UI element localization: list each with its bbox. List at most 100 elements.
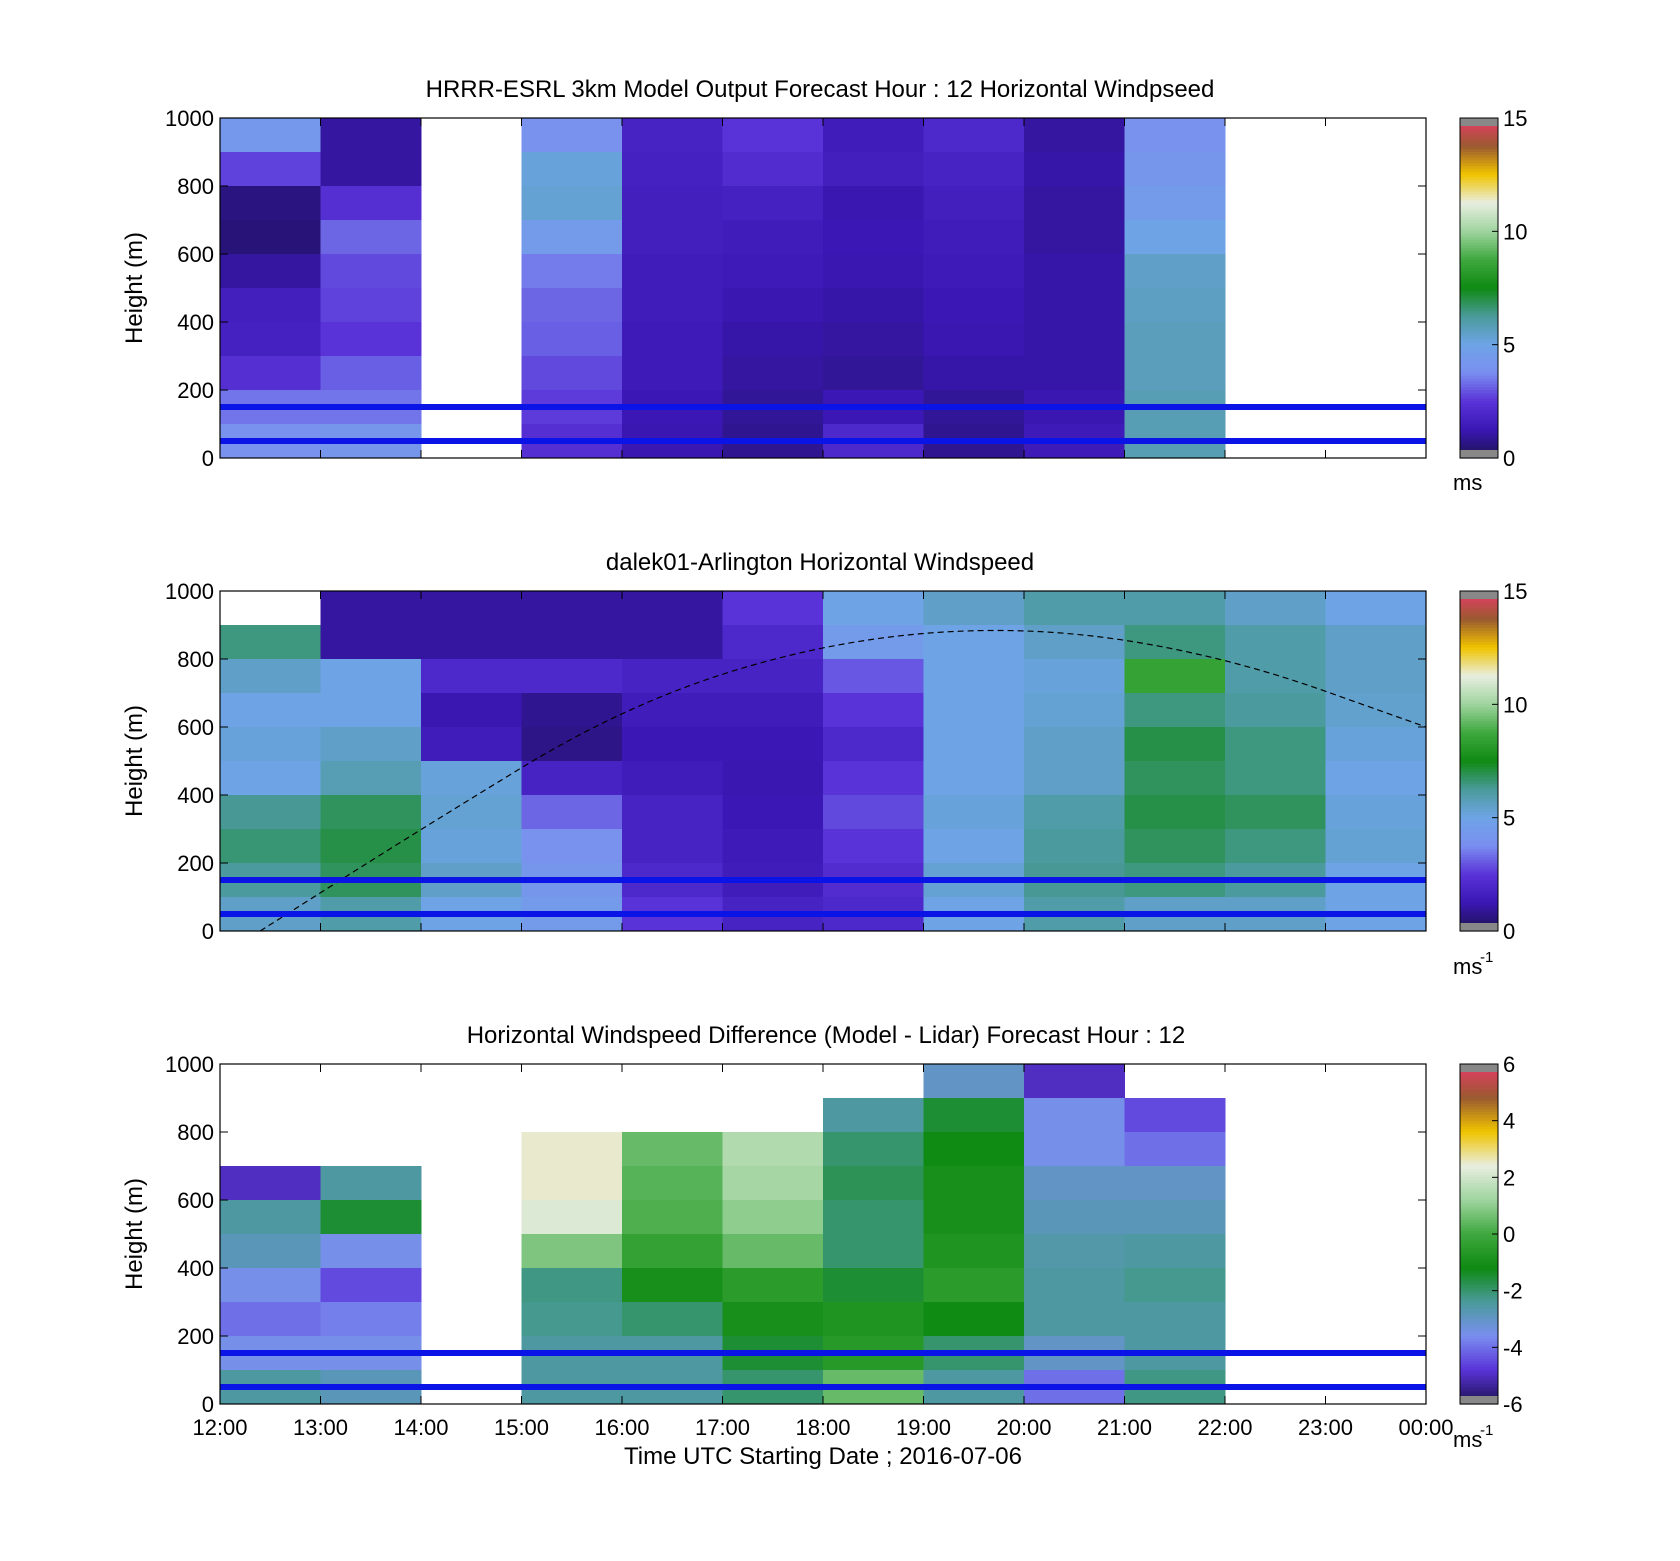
y-tick-label: 800 — [177, 174, 214, 199]
colorbar-segment — [1460, 256, 1498, 261]
colorbar-segment — [1460, 1120, 1498, 1125]
model-overlay — [220, 404, 1426, 444]
heatmap-cell — [521, 1234, 623, 1269]
colorbar-segment — [1460, 1160, 1498, 1164]
colorbar-segment — [1460, 1279, 1498, 1283]
colorbar-segment — [1460, 375, 1498, 380]
colorbar-segment — [1460, 857, 1498, 861]
heatmap-cell — [823, 761, 924, 796]
colorbar-segment — [1460, 880, 1498, 884]
heatmap-cell — [1024, 761, 1125, 796]
colorbar-segment — [1460, 302, 1498, 306]
colorbar-over-cap — [1460, 118, 1498, 126]
heatmap-cell — [421, 693, 522, 728]
colorbar-segment — [1460, 653, 1498, 657]
heatmap-cell — [521, 356, 623, 391]
heatmap-cell — [1124, 288, 1226, 323]
colorbar-segment — [1460, 316, 1498, 320]
colorbar-segment — [1460, 174, 1498, 179]
heatmap-cell — [320, 761, 422, 796]
colorbar-segment — [1460, 1143, 1498, 1147]
heatmap-cell — [823, 152, 924, 187]
heatmap-cell — [1325, 659, 1427, 694]
heatmap-cell — [823, 1234, 924, 1269]
colorbar-segment — [1460, 160, 1498, 164]
colorbar-segment — [1460, 1324, 1498, 1329]
colorbar-tick-label: 15 — [1503, 106, 1527, 131]
heatmap-cell — [320, 220, 422, 255]
heatmap-cell — [1124, 152, 1226, 187]
heatmap-cell — [923, 1200, 1025, 1235]
heatmap-cell — [1024, 220, 1125, 255]
heatmap-cell — [622, 659, 723, 694]
heatmap-cell — [421, 625, 522, 660]
colorbar-segment — [1460, 424, 1498, 428]
heatmap-cell — [823, 288, 924, 323]
colorbar-segment — [1460, 1293, 1498, 1297]
colorbar-segment — [1460, 1137, 1498, 1142]
heatmap-cell — [722, 356, 824, 391]
colorbar-segment — [1460, 205, 1498, 210]
heatmap-cell — [722, 288, 824, 323]
heatmap-cell — [923, 591, 1025, 626]
colorbar-segment — [1460, 1265, 1498, 1269]
colorbar-segment — [1460, 610, 1498, 615]
heatmap-cell — [622, 591, 723, 626]
heatmap-cell — [1024, 254, 1125, 289]
colorbar-segment — [1460, 1129, 1498, 1133]
colorbar-segment — [1460, 914, 1498, 918]
heatmap-cell — [923, 186, 1025, 221]
heatmap-cell — [1024, 693, 1125, 728]
colorbar-segment — [1460, 254, 1498, 258]
colorbar-segment — [1460, 1302, 1498, 1306]
heatmap-cell — [220, 118, 321, 153]
colorbar-segment — [1460, 364, 1498, 368]
heatmap-cell — [722, 254, 824, 289]
heatmap-cell — [722, 625, 824, 660]
colorbar-segment — [1460, 693, 1498, 697]
colorbar-segment — [1460, 891, 1498, 895]
heatmap-cell — [1325, 693, 1427, 728]
heatmap-cell — [1325, 727, 1427, 762]
x-tick-label: 12:00 — [192, 1415, 247, 1440]
heatmap-cell — [320, 1234, 422, 1269]
colorbar-segment — [1460, 401, 1498, 405]
colorbar-segment — [1460, 812, 1498, 816]
difference-colorbar-unit-exponent: -1 — [1480, 1422, 1493, 1439]
model-y-axis-label: Height (m) — [121, 232, 148, 344]
y-tick-label: 200 — [177, 851, 214, 876]
colorbar-segment — [1460, 846, 1498, 850]
colorbar-segment — [1460, 843, 1498, 847]
colorbar-segment — [1460, 860, 1498, 864]
colorbar-segment — [1460, 273, 1498, 278]
colorbar-segment — [1460, 865, 1498, 870]
lidar-ticks: 0 200 400 600 800 1000 — [165, 579, 1427, 944]
colorbar-segment — [1460, 225, 1498, 230]
colorbar-segment — [1460, 169, 1498, 173]
colorbar-segment — [1460, 647, 1498, 652]
x-axis-label: Time UTC Starting Date ; 2016-07-06 — [624, 1443, 1022, 1470]
colorbar-segment — [1460, 854, 1498, 858]
difference-title: Horizontal Windspeed Difference (Model -… — [467, 1022, 1186, 1049]
heatmap-cell — [622, 625, 723, 660]
heatmap-cell — [622, 322, 723, 357]
colorbar-segment — [1460, 438, 1498, 442]
heatmap-cell — [1225, 829, 1326, 864]
heatmap-cell — [1124, 659, 1226, 694]
y-tick-label: 200 — [177, 378, 214, 403]
heatmap-cell — [220, 659, 321, 694]
colorbar-segment — [1460, 296, 1498, 300]
colorbar-segment — [1460, 786, 1498, 790]
heatmap-cell — [521, 118, 623, 153]
heatmap-cell — [622, 1268, 723, 1303]
colorbar-under-cap — [1460, 450, 1498, 458]
colorbar-segment — [1460, 1132, 1498, 1136]
colorbar-segment — [1460, 809, 1498, 813]
colorbar-segment — [1460, 868, 1498, 873]
heatmap-cell — [622, 795, 723, 830]
x-tick-label: 00:00 — [1398, 1415, 1453, 1440]
heatmap-cell — [923, 118, 1025, 153]
colorbar-segment — [1460, 407, 1498, 411]
y-tick-label: 600 — [177, 1188, 214, 1213]
model-heatmap — [220, 118, 1226, 459]
